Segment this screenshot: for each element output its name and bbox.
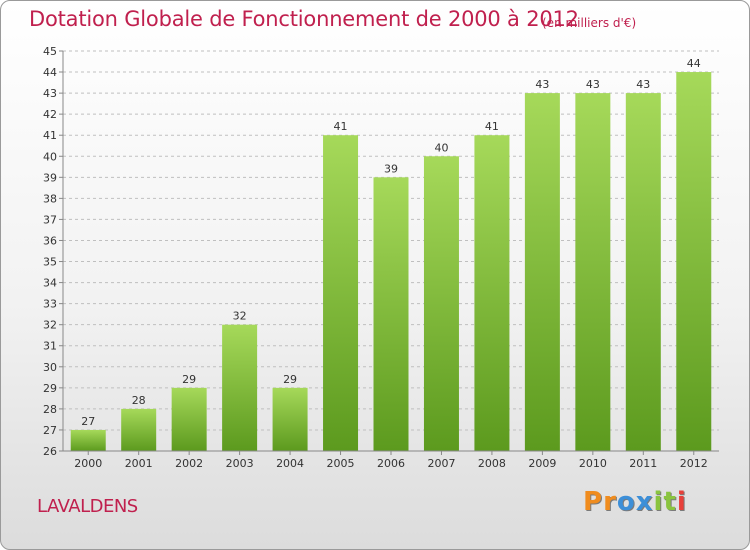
bar	[575, 93, 611, 452]
y-tick-label: 30	[43, 361, 57, 374]
bar	[323, 135, 359, 452]
y-tick-label: 36	[43, 234, 57, 247]
y-tick-label: 41	[43, 129, 57, 142]
bar-value-label: 41	[334, 120, 348, 133]
bars: 27 28 29 32 29 41 39 40 41 43 43 43 44	[70, 57, 712, 452]
x-tick-label: 2010	[579, 457, 607, 470]
bar-value-label: 27	[81, 415, 95, 428]
bar-value-label: 29	[182, 373, 196, 386]
bar	[625, 93, 661, 452]
y-tick-label: 39	[43, 171, 57, 184]
logo-letter: o	[616, 487, 636, 517]
bar-value-label: 44	[687, 57, 701, 70]
y-tick-label: 29	[43, 382, 57, 395]
y-tick-label: 40	[43, 150, 57, 163]
x-tick-label: 2000	[74, 457, 102, 470]
x-tick-label: 2012	[680, 457, 708, 470]
y-tick-label: 44	[43, 66, 57, 79]
x-tick-label: 2009	[528, 457, 556, 470]
bar-value-label: 43	[535, 78, 549, 91]
bar	[171, 387, 207, 451]
logo-letter: t	[663, 487, 677, 517]
y-tick-label: 28	[43, 403, 57, 416]
chart-unit: (en milliers d'€)	[542, 16, 637, 30]
y-tick-label: 43	[43, 87, 57, 100]
y-tick-label: 34	[43, 277, 57, 290]
logo-letter: i	[653, 487, 664, 517]
bar	[222, 324, 258, 451]
y-tick-label: 37	[43, 213, 57, 226]
commune-name: LAVALDENS	[37, 496, 138, 517]
y-tick-label: 27	[43, 424, 57, 437]
x-tick-label: 2007	[427, 457, 455, 470]
chart-title: Dotation Globale de Fonctionnement de 20…	[29, 7, 579, 31]
bar	[676, 72, 712, 451]
bar-value-label: 32	[233, 310, 247, 323]
x-tick-label: 2003	[226, 457, 254, 470]
bar	[474, 135, 510, 452]
bar-value-label: 29	[283, 373, 297, 386]
x-tick-label: 2004	[276, 457, 304, 470]
logo-letter: P	[583, 487, 604, 517]
logo-letter: x	[635, 487, 654, 517]
x-tick-label: 2001	[125, 457, 153, 470]
bar	[272, 387, 308, 451]
bar-value-label: 41	[485, 120, 499, 133]
y-tick-label: 33	[43, 298, 57, 311]
y-tick-label: 31	[43, 340, 57, 353]
bar-value-label: 43	[636, 78, 650, 91]
y-tick-label: 45	[43, 45, 57, 58]
bar-value-label: 28	[132, 394, 146, 407]
x-tick-label: 2006	[377, 457, 405, 470]
bar	[524, 93, 560, 452]
x-tick-label: 2011	[629, 457, 657, 470]
x-tick-label: 2002	[175, 457, 203, 470]
bar-value-label: 43	[586, 78, 600, 91]
proxiti-logo[interactable]: Proxiti	[583, 487, 687, 517]
logo-letter: i	[676, 487, 687, 517]
x-tick-label: 2005	[327, 457, 355, 470]
y-tick-label: 32	[43, 319, 57, 332]
axes: 26 27 28 29 30 31 32 33 34 35 36 37 38 39 40 41 42 43 44 45…	[43, 45, 719, 470]
bar-value-label: 40	[434, 141, 448, 154]
y-tick-label: 42	[43, 108, 57, 121]
y-tick-label: 35	[43, 256, 57, 269]
bar	[373, 177, 409, 451]
logo-letter: r	[603, 487, 617, 517]
y-tick-label: 26	[43, 445, 57, 458]
y-tick-label: 38	[43, 192, 57, 205]
bar	[423, 156, 459, 451]
x-tick-label: 2008	[478, 457, 506, 470]
bar	[70, 429, 106, 451]
bar	[121, 408, 157, 451]
bar-value-label: 39	[384, 162, 398, 175]
